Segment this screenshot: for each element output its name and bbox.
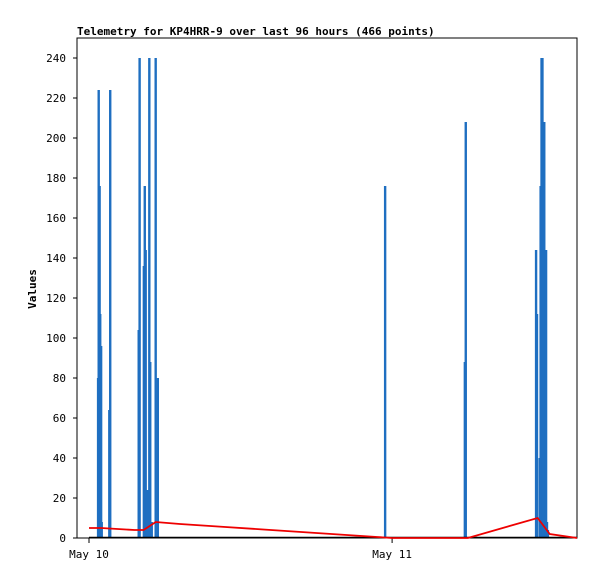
telemetry-bar [544,250,548,538]
telemetry-bar [150,522,153,538]
y-tick-label: 40 [53,452,66,465]
x-tick-label: May 10 [69,548,109,561]
telemetry-bar [149,362,152,538]
telemetry-bar [543,122,546,538]
telemetry-bar [535,314,539,538]
y-tick-label: 120 [46,292,66,305]
y-axis-ticks: 0 20 40 60 80 100 120 140 160 180 200 220 240 [46,52,77,545]
y-tick-label: 20 [53,492,66,505]
telemetry-bar [383,186,387,538]
telemetry-bar [138,58,141,538]
x-axis-ticks: May 10 May 11 [69,538,412,561]
red-series-line [89,516,578,539]
y-tick-label: 180 [46,172,66,185]
telemetry-bars [96,58,550,538]
chart-title: Telemetry for KP4HRR-9 over last 96 hour… [77,25,435,38]
plot-frame [76,37,578,539]
y-tick-label: 60 [53,412,66,425]
y-tick-label: 100 [46,332,66,345]
telemetry-bar [154,58,157,538]
telemetry-bar [144,250,147,538]
telemetry-bar [109,90,112,538]
x-tick-label: May 11 [372,548,412,561]
y-tick-label: 0 [59,532,66,545]
telemetry-bar [146,490,149,538]
telemetry-bar [99,346,103,538]
y-tick-label: 160 [46,212,66,225]
y-tick-label: 140 [46,252,66,265]
telemetry-bar [464,122,467,538]
telemetry-bar [100,522,103,538]
y-tick-label: 240 [46,52,66,65]
telemetry-bar [148,58,151,538]
y-tick-label: 220 [46,92,66,105]
y-axis-title: Values [26,269,39,309]
telemetry-bar [156,378,160,538]
telemetry-lines [89,516,578,539]
y-tick-label: 80 [53,372,66,385]
telemetry-bar [546,530,550,538]
y-tick-label: 200 [46,132,66,145]
